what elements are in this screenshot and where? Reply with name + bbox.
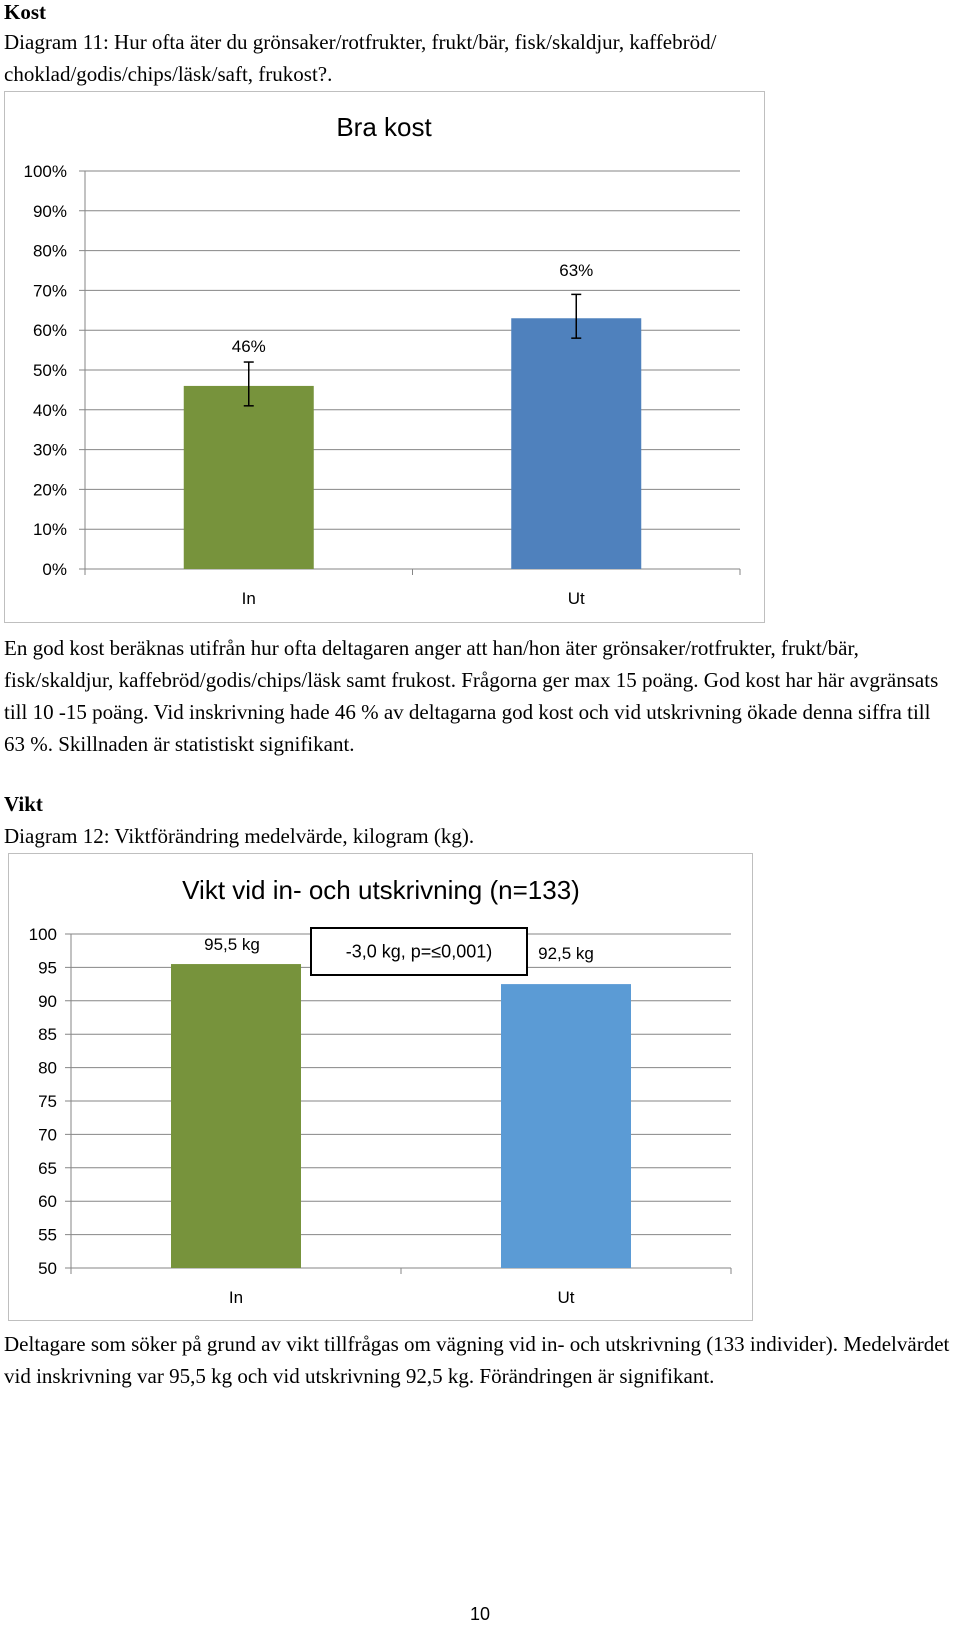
y-tick-label: 80% [33,242,67,261]
category-label-ut: Ut [568,589,585,608]
chart-vikt: Vikt vid in- och utskrivning (n=133) 50 55… [8,853,753,1321]
bar-ut [501,984,631,1268]
section-heading-vikt: Vikt [4,792,43,816]
annotation-text: -3,0 kg, p=≤0,001) [346,942,492,962]
category-label-ut: Ut [558,1288,575,1307]
diagram-11-caption: Diagram 11: Hur ofta äter du grönsaker/r… [4,30,717,86]
chart-bra-kost: Bra kost 0% 10% 20% 30% 40% 50% 60% 70% 80% 90% 100… [4,91,765,623]
category-label-in: In [242,589,256,608]
y-tick-label: 55 [38,1226,57,1245]
y-tick-label: 50% [33,361,67,380]
y-tick-label: 10% [33,520,67,539]
y-tick-label: 100% [24,162,67,181]
chart-title: Bra kost [336,112,432,142]
vikt-paragraph: Deltagare som söker på grund av vikt til… [4,1332,950,1388]
section-heading-kost: Kost [4,0,46,24]
y-tick-label: 60% [33,321,67,340]
y-tick-label: 0% [42,560,67,579]
y-tick-label: 90% [33,202,67,221]
y-tick-label: 70 [38,1125,57,1144]
bar-ut [511,318,642,569]
diagram-12-caption: Diagram 12: Viktförändring medelvärde, k… [4,824,475,848]
chart-bra-kost-svg: Bra kost 0% 10% 20% 30% 40% 50% 60% 70% 80% 90% 100… [24,112,741,608]
y-tick-label: 70% [33,281,67,300]
y-tick-label: 30% [33,441,67,460]
bar-in [183,385,314,569]
bar-in [171,964,301,1268]
data-label-in: 46% [232,337,266,356]
annotation-box [310,927,528,976]
category-label-in: In [229,1288,243,1307]
data-label-ut: 92,5 kg [538,944,594,963]
y-tick-label: 40% [33,401,67,420]
y-tick-label: 20% [33,480,67,499]
chart-vikt-svg: Vikt vid in- och utskrivning (n=133) 50 55… [29,875,732,1307]
chart-title: Vikt vid in- och utskrivning (n=133) [182,875,580,905]
y-tick-label: 65 [38,1159,57,1178]
kost-paragraph: En god kost beräknas utifrån hur ofta de… [4,636,939,756]
y-tick-label: 80 [38,1059,57,1078]
data-label-ut: 63% [559,261,593,280]
y-tick-label: 60 [38,1192,57,1211]
y-tick-label: 85 [38,1025,57,1044]
y-tick-label: 90 [38,992,57,1011]
page-number: 10 [469,1604,491,1624]
y-tick-label: 75 [38,1092,57,1111]
y-tick-label: 100 [29,925,57,944]
data-label-in: 95,5 kg [204,935,260,954]
y-tick-label: 95 [38,958,57,977]
y-tick-label: 50 [38,1259,57,1278]
